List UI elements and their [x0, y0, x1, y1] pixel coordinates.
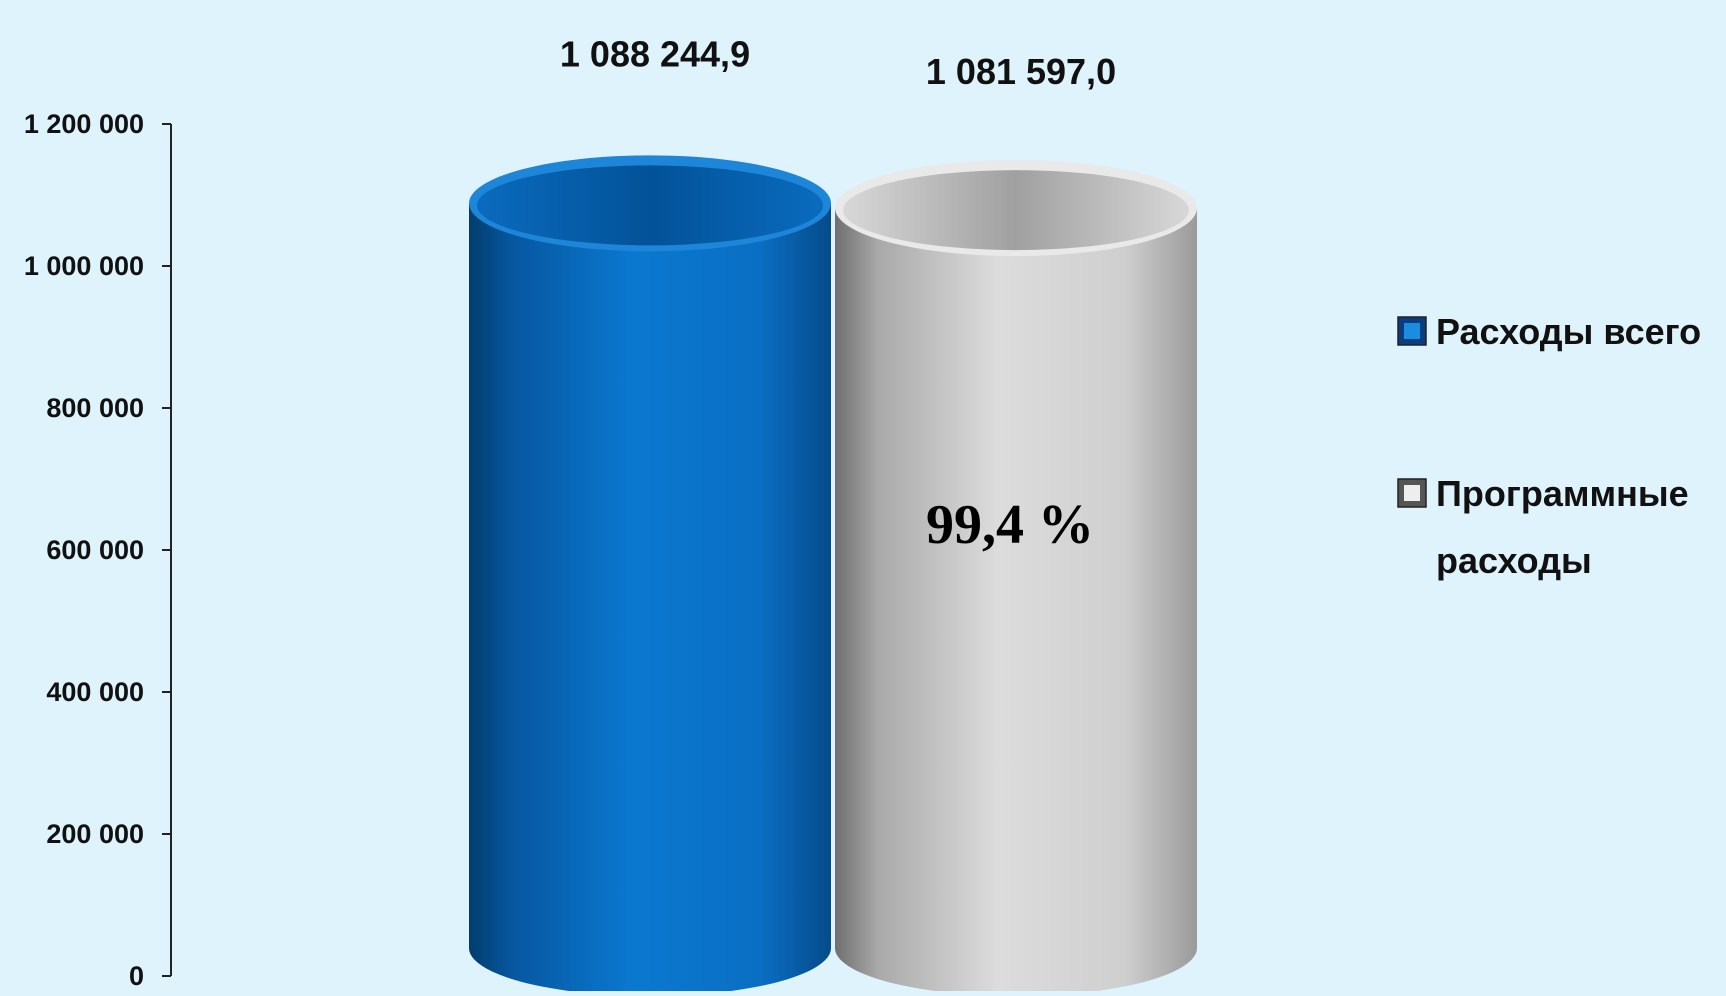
- bar-value-label: 1 081 597,0: [926, 51, 1116, 92]
- y-tick-label: 200 000: [46, 819, 144, 849]
- bar-body: [469, 203, 831, 996]
- y-tick-label: 1 000 000: [24, 251, 144, 281]
- y-tick-label: 400 000: [46, 677, 144, 707]
- legend-item-2[interactable]: Программные расходы: [1397, 473, 1689, 581]
- legend-label: Программные: [1436, 473, 1689, 514]
- bar-value-label: 1 088 244,9: [560, 33, 750, 74]
- y-tick-label: 0: [129, 961, 144, 991]
- value-labels: 1 088 244,9 1 081 597,0: [560, 33, 1116, 92]
- gray-square-icon: [1397, 478, 1427, 508]
- y-tick-label: 600 000: [46, 535, 144, 565]
- y-tick-label: 1 200 000: [24, 109, 144, 139]
- bars: [469, 155, 1197, 996]
- bar-body: [835, 208, 1197, 996]
- bar-1: [469, 155, 831, 996]
- bar-top-face: [477, 165, 823, 246]
- bar-top-face: [843, 170, 1189, 251]
- y-tick-label: 800 000: [46, 393, 144, 423]
- legend-label: расходы: [1436, 540, 1592, 581]
- legend[interactable]: Расходы всего Программные расходы: [1397, 311, 1701, 581]
- bar-2: [835, 160, 1197, 996]
- blue-square-icon-inner: [1404, 323, 1420, 339]
- gray-square-icon-inner: [1404, 485, 1420, 501]
- legend-label: Расходы всего: [1436, 311, 1701, 352]
- legend-item-1[interactable]: Расходы всего: [1397, 311, 1701, 352]
- ratio-annotation: 99,4 %: [926, 494, 1094, 556]
- y-axis: 0 200 000 400 000 600 000 800 000 1 000 000 1 …: [24, 109, 172, 991]
